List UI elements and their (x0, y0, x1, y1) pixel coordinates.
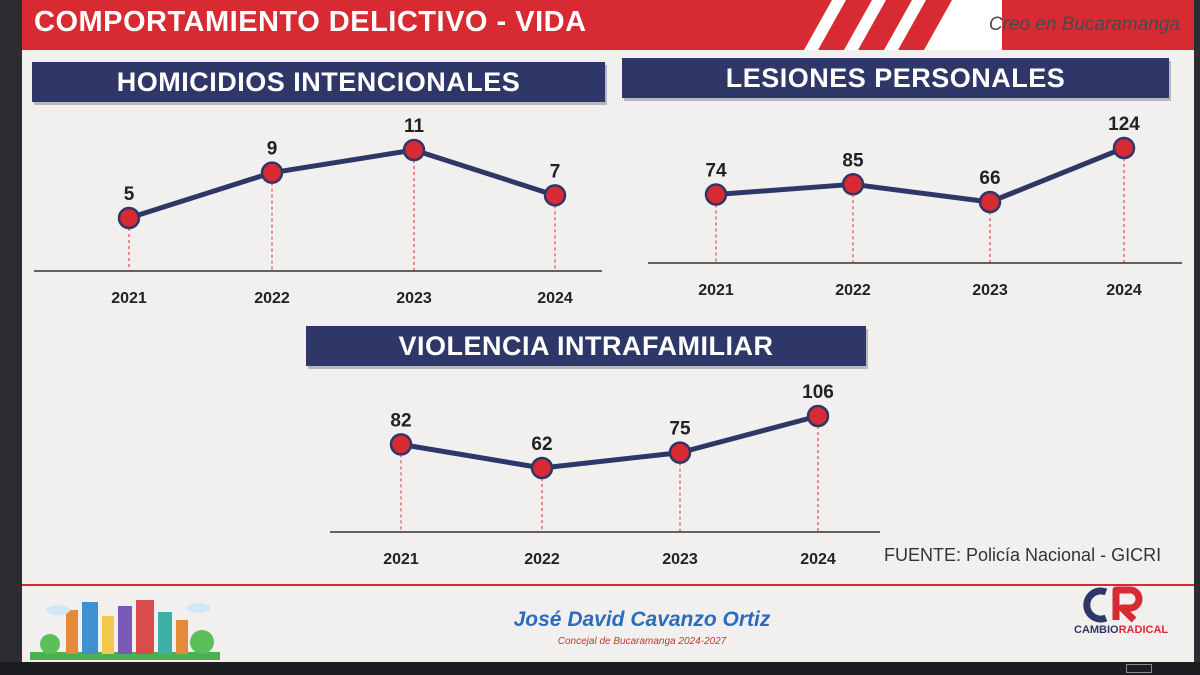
series-line (715, 145, 1125, 205)
x-tick-label: 2023 (396, 290, 432, 307)
data-point (543, 184, 567, 207)
data-label: 85 (842, 150, 864, 171)
header-bar: COMPORTAMIENTO DELICTIVO - VIDA Creo en … (22, 0, 1194, 50)
x-tick-label: 2021 (111, 290, 147, 307)
data-point (978, 190, 1002, 214)
header-stripes-decoration (804, 0, 1002, 50)
x-tick-label: 2024 (800, 551, 836, 568)
slide: COMPORTAMIENTO DELICTIVO - VIDA Creo en … (22, 0, 1194, 662)
data-label: 7 (550, 161, 561, 182)
data-point (117, 206, 141, 230)
data-point (260, 161, 284, 184)
chart-violencia: 82 2021 62 2022 75 2023 106 2024 (330, 382, 880, 568)
data-label: 106 (802, 382, 834, 403)
keyboard-icon[interactable] (1126, 664, 1152, 673)
source-note: FUENTE: Policía Nacional - GICRI (884, 545, 1162, 565)
cambio-radical-logo-icon (1083, 586, 1143, 623)
page-title: COMPORTAMIENTO DELICTIVO - VIDA (34, 6, 587, 38)
series-line (400, 413, 819, 471)
x-tick-label: 2024 (1106, 282, 1142, 299)
footer-name: José David Cavanzo Ortiz (513, 608, 771, 631)
series-line (128, 147, 556, 221)
x-tick-label: 2023 (972, 282, 1008, 299)
x-tick-label: 2022 (524, 551, 560, 568)
footer-role: Concejal de Bucaramanga 2024-2027 (557, 636, 727, 647)
x-tick-label: 2021 (698, 282, 734, 299)
x-tick-label: 2023 (662, 551, 698, 568)
data-point (668, 441, 692, 464)
party-name: CAMBIORADICAL (1074, 624, 1168, 636)
data-point (704, 183, 728, 206)
data-label: 75 (669, 419, 691, 440)
data-label: 9 (267, 139, 278, 160)
data-label: 74 (705, 161, 727, 182)
data-label: 82 (390, 410, 411, 431)
data-label: 5 (124, 184, 135, 205)
footer-divider (22, 584, 1194, 586)
tagline: Creo en Bucaramanga (988, 14, 1180, 35)
data-point (402, 138, 426, 162)
data-label: 62 (531, 434, 552, 455)
title-violencia: VIOLENCIA INTRAFAMILIAR (306, 326, 866, 366)
data-point (806, 404, 830, 428)
x-tick-label: 2024 (537, 290, 573, 307)
x-tick-label: 2022 (835, 282, 871, 299)
x-tick-label: 2022 (254, 290, 290, 307)
data-point (389, 433, 413, 456)
data-label: 11 (404, 116, 425, 137)
taskbar (0, 662, 1200, 675)
title-homicidios: HOMICIDIOS INTENCIONALES (32, 62, 605, 102)
party-name-part1: CAMBIO (1074, 624, 1119, 636)
data-point (1112, 136, 1136, 160)
chart-homicidios: 5 2021 9 2022 11 2023 7 2024 (34, 116, 602, 307)
data-point (841, 173, 865, 196)
data-point (530, 456, 554, 480)
city-skyline-icon (30, 600, 220, 660)
data-label: 66 (979, 168, 1000, 189)
title-lesiones: LESIONES PERSONALES (622, 58, 1169, 98)
party-name-part2: RADICAL (1118, 624, 1169, 636)
x-tick-label: 2021 (383, 551, 419, 568)
data-label: 124 (1108, 114, 1140, 135)
chart-lesiones: 74 2021 85 2022 66 2023 124 2024 (648, 114, 1182, 299)
